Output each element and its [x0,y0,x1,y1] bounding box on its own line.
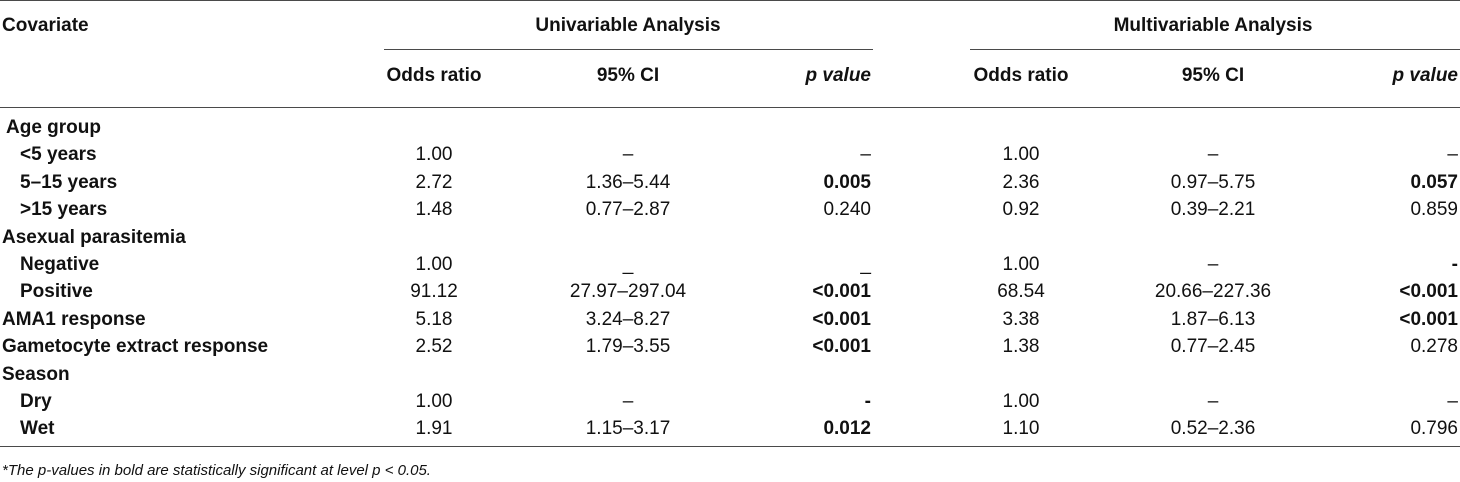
header-u-odds-ratio: Odds ratio [386,65,482,86]
row-label: Gametocyte extract response [2,336,269,357]
footnote: *The p-values in bold are statistically … [2,462,431,479]
cell-u-odds-ratio: 91.12 [410,281,458,302]
cell-m-p-value: <0.001 [1399,309,1458,330]
cell-u-ci: 3.24–8.27 [585,309,671,330]
cell-u-odds-ratio: 5.18 [415,309,453,330]
cell-m-ci: – [1207,254,1219,275]
cell-u-ci: 27.97–297.04 [569,281,687,302]
cell-m-ci: 20.66–227.36 [1154,281,1272,302]
cell-m-odds-ratio: 0.92 [1002,199,1040,220]
bottom-rule [0,446,1460,447]
cell-u-odds-ratio: 1.00 [415,144,453,165]
row-label: Asexual parasitemia [2,227,186,248]
cell-m-odds-ratio: 2.36 [1002,172,1040,193]
cell-u-p-value: _ [860,254,871,275]
cell-u-odds-ratio: 2.72 [415,172,453,193]
header-m-p-value: p value [1392,65,1458,86]
cell-u-ci: – [622,391,634,412]
cell-u-odds-ratio: 1.00 [415,391,453,412]
cell-u-p-value: <0.001 [812,309,871,330]
row-label: 5–15 years [20,172,118,193]
row-label: Positive [20,281,93,302]
cell-m-odds-ratio: 3.38 [1002,309,1040,330]
cell-m-p-value: 0.278 [1410,336,1458,357]
cell-m-ci: 0.39–2.21 [1170,199,1256,220]
header-bottom-rule [0,107,1460,108]
cell-m-ci: – [1207,391,1219,412]
cell-u-p-value: – [860,144,871,165]
cell-m-p-value: 0.859 [1410,199,1458,220]
cell-m-p-value: - [1451,254,1458,275]
cell-m-p-value: – [1447,391,1458,412]
cell-u-ci: 1.15–3.17 [585,418,671,439]
top-rule [0,0,1460,1]
header-covariate: Covariate [2,15,89,36]
cell-m-odds-ratio: 1.38 [1002,336,1040,357]
cell-m-odds-ratio: 1.00 [1002,391,1040,412]
header-multivariable: Multivariable Analysis [1113,15,1313,36]
cell-u-odds-ratio: 1.00 [415,254,453,275]
cell-u-odds-ratio: 1.48 [415,199,453,220]
cell-u-p-value: 0.240 [823,199,871,220]
header-u-ci: 95% CI [596,65,660,86]
cell-m-ci: 1.87–6.13 [1170,309,1256,330]
cell-u-ci: 1.79–3.55 [585,336,671,357]
cell-u-ci: – [622,144,634,165]
row-label: Season [2,364,70,385]
header-univariable: Univariable Analysis [535,15,721,36]
cell-m-p-value: 0.796 [1410,418,1458,439]
cell-m-odds-ratio: 68.54 [997,281,1045,302]
header-m-ci: 95% CI [1181,65,1245,86]
row-label: Age group [6,117,101,138]
cell-m-ci: 0.52–2.36 [1170,418,1256,439]
cell-u-p-value: <0.001 [812,281,871,302]
header-m-odds-ratio: Odds ratio [973,65,1069,86]
row-label: >15 years [20,199,108,220]
row-label: Dry [20,391,52,412]
cell-u-ci: 1.36–5.44 [585,172,671,193]
cell-m-odds-ratio: 1.10 [1002,418,1040,439]
cell-u-p-value: 0.005 [823,172,871,193]
cell-m-odds-ratio: 1.00 [1002,254,1040,275]
cell-m-odds-ratio: 1.00 [1002,144,1040,165]
row-label: Wet [20,418,55,439]
cell-m-ci: 0.77–2.45 [1170,336,1256,357]
row-label: <5 years [20,144,97,165]
cell-u-p-value: - [864,391,871,412]
row-label: Negative [20,254,100,275]
cell-m-p-value: 0.057 [1410,172,1458,193]
cell-u-odds-ratio: 1.91 [415,418,453,439]
cell-m-p-value: <0.001 [1399,281,1458,302]
cell-m-p-value: – [1447,144,1458,165]
row-label: AMA1 response [2,309,146,330]
univariable-underline [384,49,873,50]
cell-u-p-value: <0.001 [812,336,871,357]
cell-u-ci: 0.77–2.87 [585,199,671,220]
cell-u-odds-ratio: 2.52 [415,336,453,357]
cell-m-ci: – [1207,144,1219,165]
cell-u-p-value: 0.012 [823,418,871,439]
cell-u-ci: _ [622,254,634,275]
multivariable-underline [970,49,1460,50]
cell-m-ci: 0.97–5.75 [1170,172,1256,193]
header-u-p-value: p value [805,65,871,86]
